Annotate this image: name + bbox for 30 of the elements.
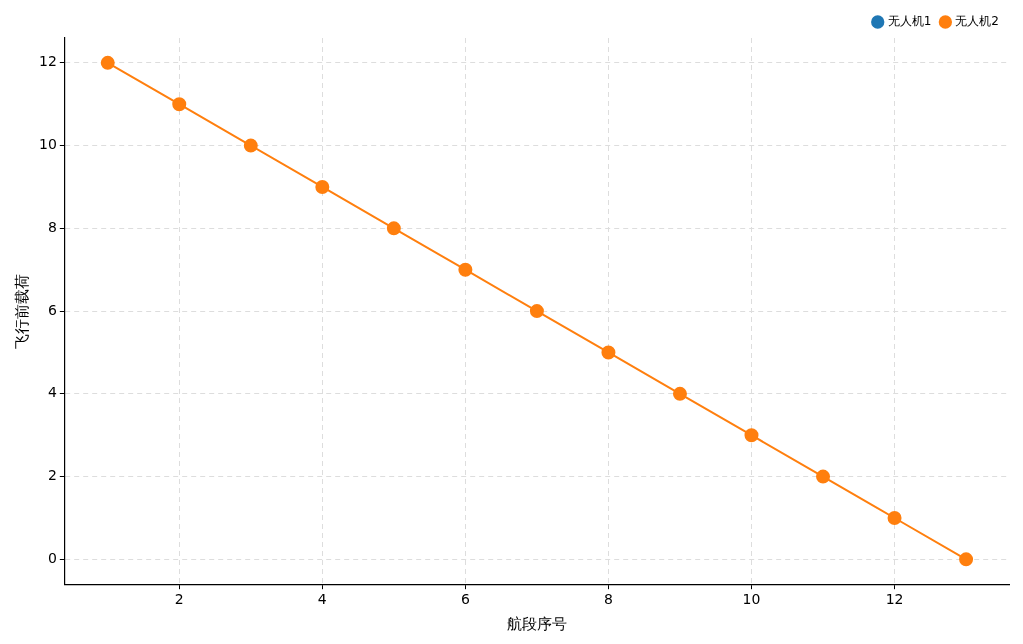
x-tick-label: 4 (317, 591, 327, 608)
y-tick-label: 0 (47, 550, 57, 567)
x-tick-label: 10 (742, 591, 761, 608)
point (887, 510, 902, 525)
point (172, 97, 187, 112)
legend-label: 无人机1 (887, 14, 932, 29)
legend-label: 无人机2 (955, 14, 1000, 29)
point (386, 221, 401, 236)
point (744, 428, 759, 443)
x-tick-label: 12 (885, 591, 904, 608)
point (672, 386, 687, 401)
y-tick-label: 12 (38, 53, 57, 70)
point (816, 469, 831, 484)
point (458, 262, 473, 277)
y-tick-label: 6 (47, 301, 57, 318)
x-tick-label: 2 (174, 591, 184, 608)
point (315, 179, 330, 194)
y-tick-label: 4 (47, 384, 57, 401)
point (601, 345, 616, 360)
x-tick-label: 8 (603, 591, 613, 608)
y-tick-label: 10 (38, 136, 57, 153)
x-axis-title: 航段序号 (506, 614, 567, 633)
point (529, 304, 544, 319)
y-tick-label: 8 (47, 218, 57, 235)
y-tick-label: 2 (47, 467, 57, 484)
y-axis-title: 飞行前载荷 (12, 273, 31, 349)
point (959, 552, 974, 567)
point (100, 55, 115, 70)
point (243, 138, 258, 153)
x-tick-label: 6 (460, 591, 470, 608)
